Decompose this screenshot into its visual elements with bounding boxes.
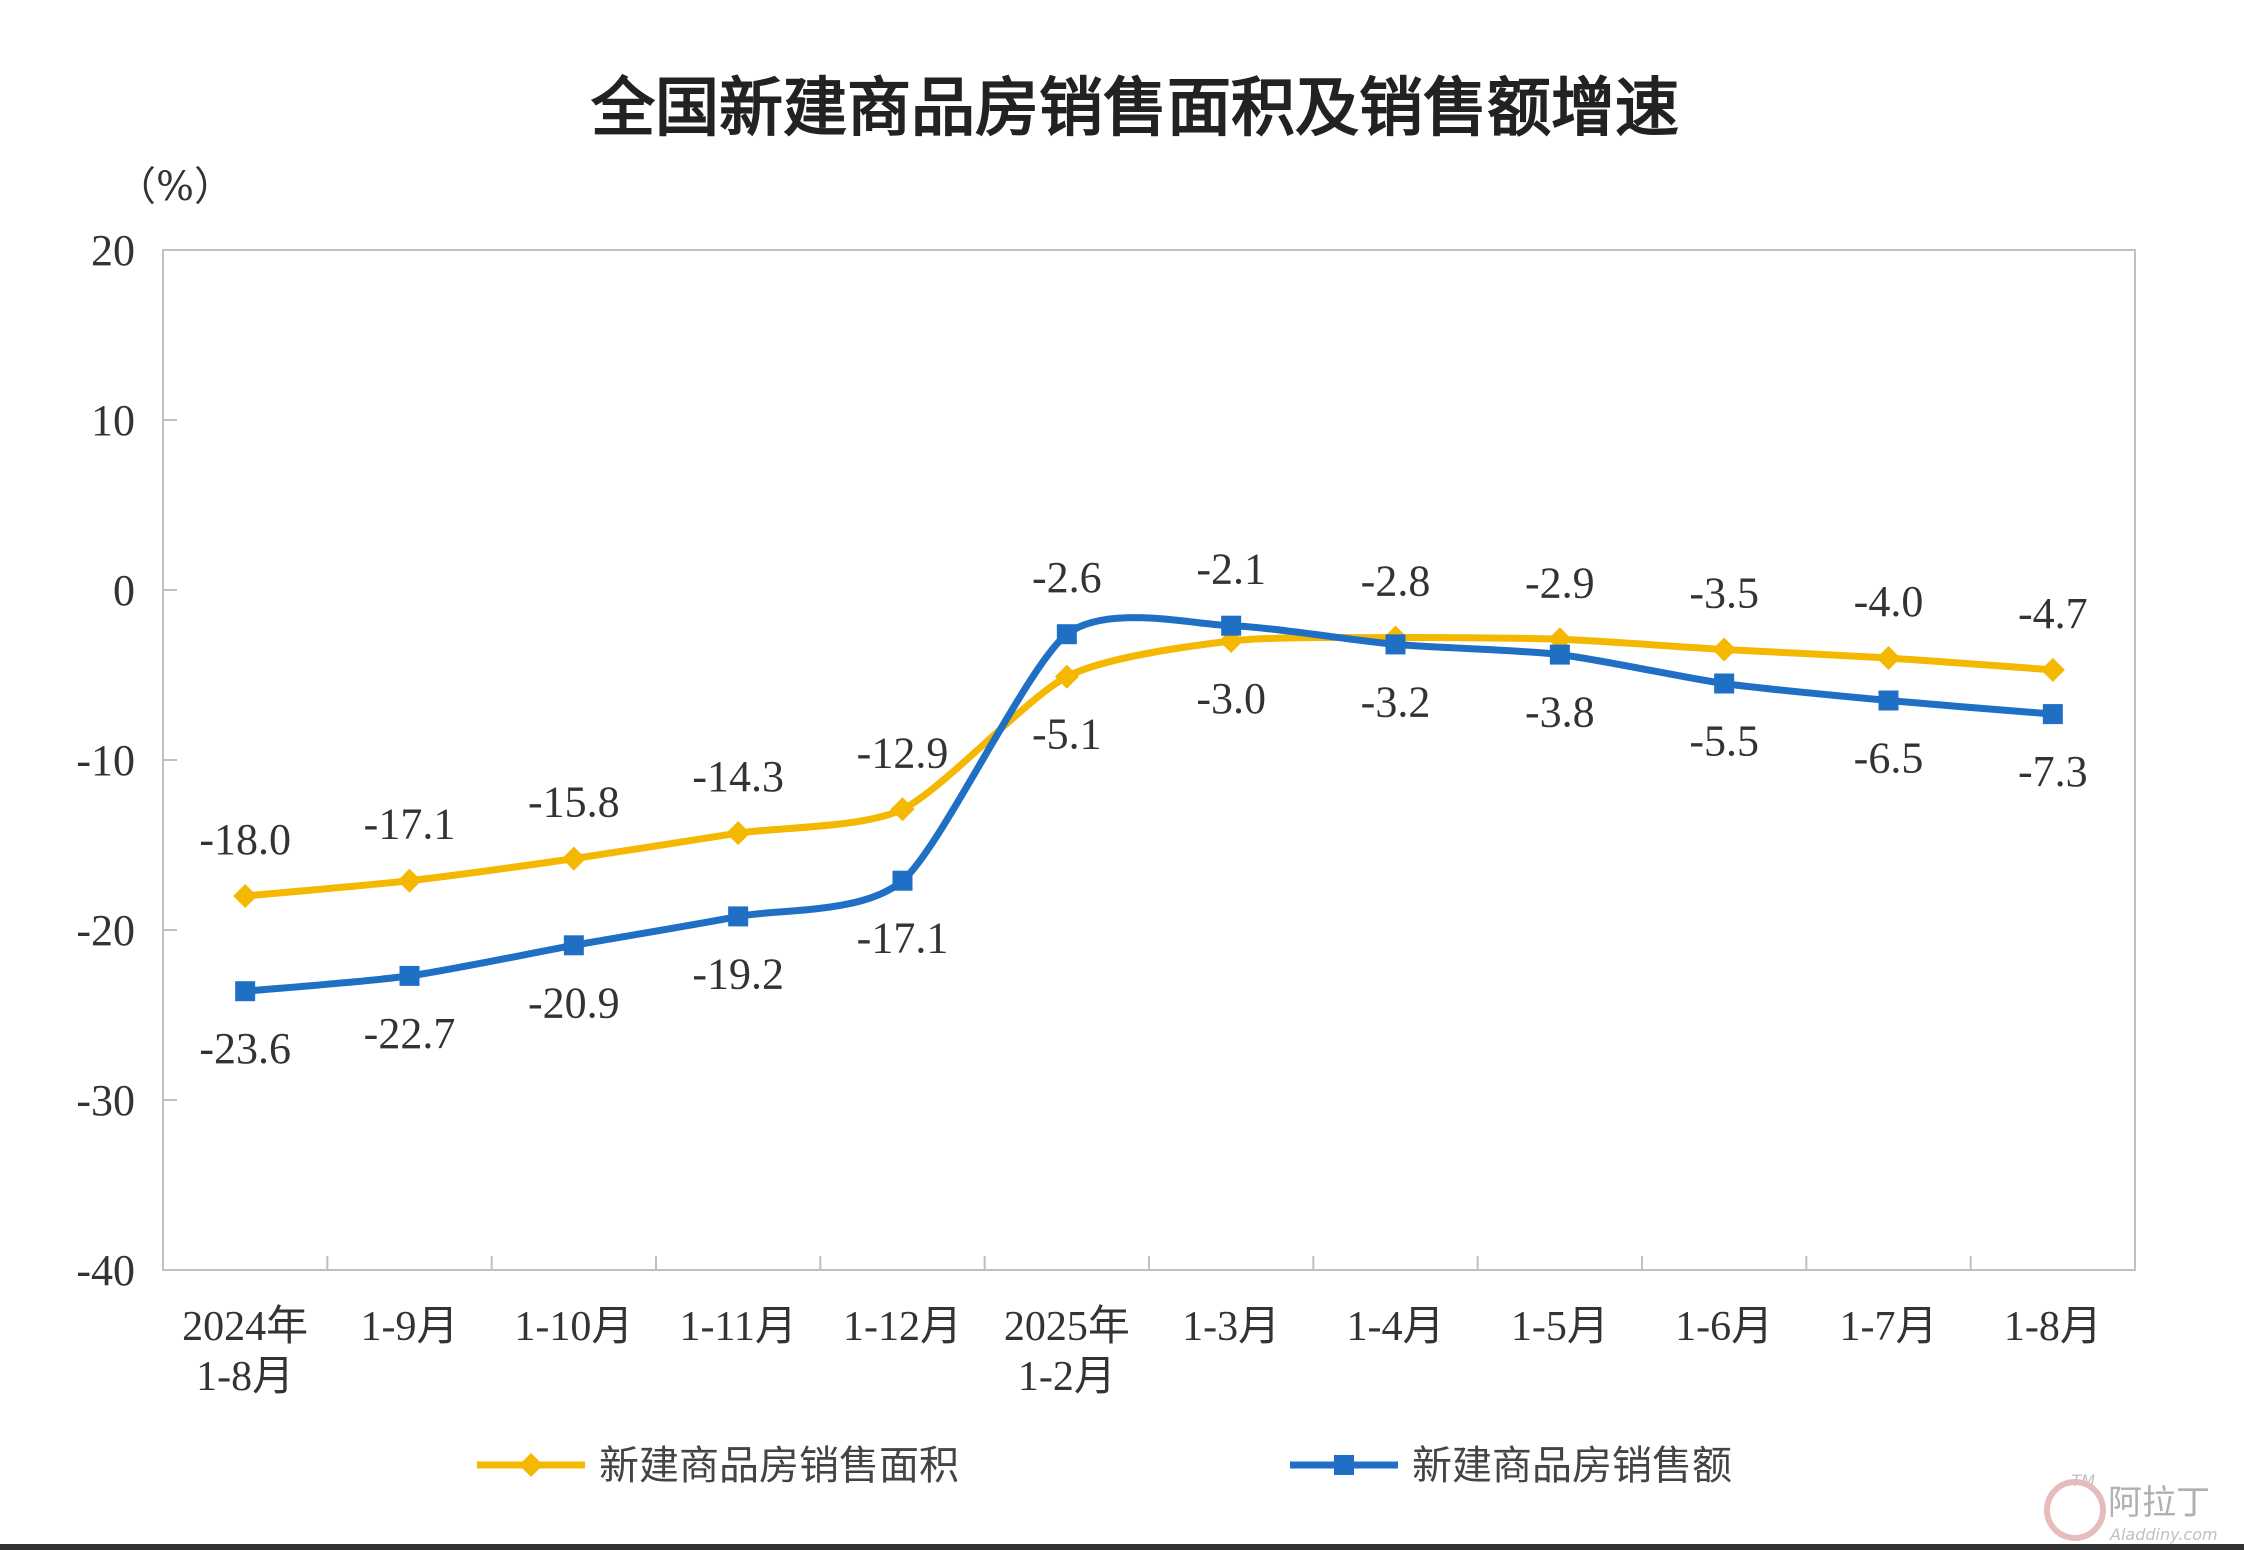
x-tick-label: 1-9月 — [361, 1304, 459, 1350]
data-point-square — [2042, 704, 2063, 725]
data-point-diamond — [890, 797, 915, 822]
watermark: TM 阿拉丁 Aladdiny.com — [2044, 1471, 2218, 1544]
data-point-diamond — [233, 884, 258, 908]
data-point-square — [892, 870, 913, 891]
data-point-square — [1056, 624, 1077, 645]
data-label: -12.9 — [857, 728, 949, 777]
data-point-diamond — [1054, 664, 1079, 689]
data-point-diamond — [1712, 637, 1737, 662]
chart-title: 全国新建商品房销售面积及销售额增速 — [590, 72, 1679, 146]
data-point-square — [563, 935, 584, 956]
x-tick-label: 2025年 — [1004, 1303, 1130, 1350]
y-tick-label: -10 — [76, 736, 135, 785]
watermark-text: 阿拉丁 — [2108, 1483, 2210, 1523]
data-label: -19.2 — [692, 949, 784, 998]
legend-marker-diamond — [519, 1453, 543, 1477]
x-tick-label: 1-8月 — [196, 1354, 294, 1400]
data-point-diamond — [397, 868, 422, 893]
data-label: -2.1 — [1196, 545, 1266, 594]
data-label: -5.5 — [1689, 717, 1759, 766]
x-tick-label: 1-7月 — [1840, 1304, 1938, 1350]
y-axis: 20 10 0 -10 -20 -30 -40 — [76, 226, 177, 1295]
data-point-diamond — [1876, 646, 1901, 670]
data-point-square — [235, 981, 256, 1002]
data-point-square — [1221, 615, 1242, 636]
data-point-square — [399, 965, 420, 986]
x-tick-label: 1-11月 — [679, 1304, 796, 1350]
y-tick-label: -20 — [76, 906, 135, 955]
data-label: -20.9 — [528, 978, 620, 1027]
data-label: -2.9 — [1525, 558, 1595, 607]
data-label: -3.5 — [1689, 569, 1759, 618]
x-tick-label: 1-3月 — [1182, 1304, 1280, 1350]
watermark-logo-icon — [2044, 1479, 2106, 1541]
y-tick-label: -40 — [76, 1246, 135, 1295]
data-point-square — [1385, 634, 1406, 655]
x-tick-label: 1-8月 — [2004, 1304, 2102, 1350]
data-label: -3.2 — [1361, 677, 1431, 726]
data-point-diamond — [2040, 657, 2065, 682]
series-line-2 — [241, 614, 2057, 995]
data-label: -23.6 — [199, 1024, 291, 1073]
data-label: -5.1 — [1032, 710, 1102, 759]
x-tick-label: 1-12月 — [843, 1304, 962, 1350]
plot-area-frame — [162, 249, 2136, 1271]
y-tick-label: 0 — [113, 566, 135, 615]
data-label: -17.1 — [364, 800, 456, 849]
y-tick-label: 20 — [91, 226, 135, 275]
data-label: -17.1 — [857, 914, 949, 963]
legend-label-2: 新建商品房销售额 — [1412, 1443, 1732, 1489]
data-point-diamond — [561, 846, 586, 871]
data-point-diamond — [726, 821, 751, 846]
data-label: -15.8 — [528, 778, 620, 827]
data-label: -6.5 — [1854, 734, 1924, 783]
x-tick-label: 1-4月 — [1347, 1304, 1445, 1350]
data-label: -3.0 — [1196, 674, 1266, 723]
x-tick-label: 2024年 — [182, 1303, 308, 1350]
y-tick-label: 10 — [91, 396, 135, 445]
data-label: -7.3 — [2018, 747, 2088, 796]
data-label: -4.7 — [2018, 589, 2088, 638]
legend: 新建商品房销售面积 新建商品房销售额 — [477, 1443, 1732, 1489]
series-line-1 — [241, 634, 2057, 900]
data-point-square — [1549, 644, 1570, 665]
data-label: -2.8 — [1361, 557, 1431, 606]
data-label: -18.0 — [199, 815, 291, 864]
data-point-square — [1878, 690, 1899, 711]
y-axis-unit-label: （%） — [116, 164, 234, 210]
x-tick-label: 1-10月 — [514, 1304, 633, 1350]
data-label: -2.6 — [1032, 553, 1102, 602]
data-labels-layer: -18.0 -23.6 -17.1 -22.7 -15.8 -20.9 -14.3 -19.2… — [199, 545, 2087, 1073]
bottom-border-line — [0, 1544, 2244, 1550]
legend-label-1: 新建商品房销售面积 — [599, 1443, 959, 1489]
series-layer — [233, 614, 2065, 1002]
x-tick-label: 1-6月 — [1675, 1304, 1773, 1350]
data-label: -14.3 — [692, 752, 784, 801]
data-label: -4.0 — [1854, 577, 1924, 626]
x-tick-label: 1-5月 — [1511, 1304, 1609, 1350]
data-label: -22.7 — [364, 1009, 456, 1058]
data-label: -3.8 — [1525, 688, 1595, 737]
legend-marker-square — [1334, 1455, 1354, 1475]
watermark-sub: Aladdiny.com — [2109, 1525, 2218, 1544]
data-point-square — [1714, 673, 1735, 694]
data-point-square — [728, 906, 749, 927]
y-tick-label: -30 — [76, 1076, 135, 1125]
x-tick-label: 1-2月 — [1018, 1354, 1116, 1400]
